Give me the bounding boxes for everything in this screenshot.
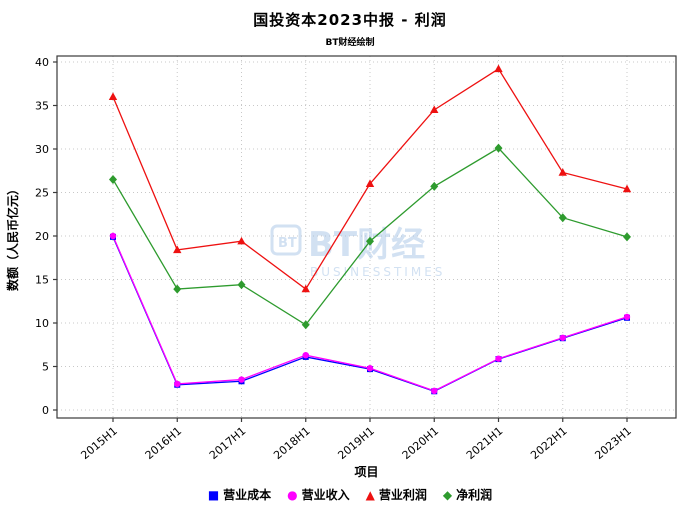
svg-text:BUSINESSTIMES: BUSINESSTIMES — [310, 265, 445, 279]
svg-text:5: 5 — [42, 361, 49, 374]
svg-text:2020H1: 2020H1 — [400, 424, 441, 462]
legend-label: 营业收入 — [301, 488, 350, 502]
legend-item-operating-cost: ■ 营业成本 — [208, 486, 271, 503]
legend-item-net-profit: ◆ 净利润 — [443, 486, 492, 503]
circle-marker-icon: ● — [287, 487, 298, 502]
svg-text:35: 35 — [35, 100, 49, 113]
svg-text:2022H1: 2022H1 — [528, 424, 569, 462]
plot-area: BT BT财经BUSINESSTIMES05101520253035402015H… — [5, 55, 677, 479]
diamond-marker-icon: ◆ — [442, 487, 453, 502]
legend: ■ 营业成本 ● 营业收入 ▲ 营业利润 ◆ 净利润 — [0, 486, 700, 503]
legend-label: 净利润 — [456, 488, 493, 502]
square-marker-icon: ■ — [207, 487, 220, 502]
svg-text:2015H1: 2015H1 — [78, 424, 119, 462]
triangle-marker-icon: ▲ — [365, 487, 375, 502]
svg-text:BT: BT — [278, 236, 297, 251]
svg-text:数额（人民币亿元）: 数额（人民币亿元） — [5, 183, 20, 291]
chart-subtitle: BT财经绘制 — [325, 38, 375, 48]
svg-text:30: 30 — [35, 143, 49, 156]
svg-text:2018H1: 2018H1 — [271, 424, 312, 462]
legend-label: 营业利润 — [378, 488, 427, 502]
svg-text:2017H1: 2017H1 — [207, 424, 248, 462]
svg-text:2021H1: 2021H1 — [464, 424, 505, 462]
svg-text:2023H1: 2023H1 — [592, 424, 633, 462]
svg-text:项目: 项目 — [354, 465, 378, 479]
legend-label: 营业成本 — [223, 488, 272, 502]
chart-title: 国投资本2023中报 - 利润 — [253, 11, 447, 29]
legend-item-operating-profit: ▲ 营业利润 — [366, 486, 427, 503]
svg-text:0: 0 — [42, 404, 49, 417]
svg-text:40: 40 — [35, 56, 49, 69]
svg-text:15: 15 — [35, 274, 49, 287]
svg-text:10: 10 — [35, 317, 49, 330]
legend-item-revenue: ● 营业收入 — [287, 486, 350, 503]
svg-text:25: 25 — [35, 187, 49, 200]
svg-text:2019H1: 2019H1 — [335, 424, 376, 462]
svg-text:2016H1: 2016H1 — [143, 424, 184, 462]
svg-text:20: 20 — [35, 230, 49, 243]
